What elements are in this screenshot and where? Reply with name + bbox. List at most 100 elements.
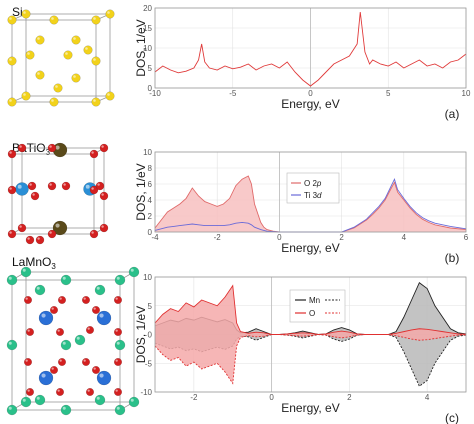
atom-highlight — [49, 183, 52, 186]
atom — [34, 284, 46, 296]
series-line-0 — [154, 11, 467, 87]
atom-highlight — [99, 373, 104, 378]
atom — [23, 295, 33, 305]
atom-highlight — [22, 268, 26, 272]
atom — [6, 339, 18, 351]
legend-box — [286, 172, 340, 204]
atom — [7, 15, 17, 25]
atom — [25, 327, 35, 337]
atom-highlight — [23, 93, 26, 96]
atom-highlight — [116, 276, 120, 280]
legend-entry: Mn — [309, 296, 320, 305]
atom-highlight — [27, 389, 30, 392]
y-tick-label: 15 — [143, 24, 152, 33]
atom — [91, 97, 101, 107]
atom — [113, 327, 123, 337]
atom-highlight — [97, 183, 100, 186]
si-crystal-structure-image — [7, 9, 115, 107]
atom — [47, 181, 57, 191]
legend-entry: O 2p — [304, 179, 322, 188]
atom-highlight — [29, 183, 32, 186]
x-axis-label: Energy, eV — [281, 401, 339, 415]
atom-highlight — [55, 145, 60, 150]
x-tick-label: 2 — [339, 233, 344, 242]
atom-highlight — [93, 58, 96, 61]
atom-highlight — [36, 286, 40, 290]
atom — [17, 143, 27, 153]
atom-highlight — [9, 187, 12, 190]
atom — [81, 357, 91, 367]
atom — [114, 274, 126, 286]
atom — [49, 15, 59, 25]
atom-highlight — [62, 341, 66, 345]
atom-highlight — [19, 225, 22, 228]
si-structure-label: Si — [12, 5, 23, 19]
atom — [34, 394, 46, 406]
y-axis-label: DOS, 1/eV — [134, 19, 148, 76]
y-tick-label: 10 — [143, 273, 152, 282]
legend-entry: Ti 3d — [304, 191, 322, 200]
atom-highlight — [49, 145, 52, 148]
atom-highlight — [91, 231, 94, 234]
atom — [105, 9, 115, 19]
atom — [47, 143, 57, 153]
x-tick-label: -2 — [214, 233, 222, 242]
x-tick-label: 0 — [308, 89, 313, 98]
atom — [99, 191, 109, 201]
atom — [38, 310, 54, 326]
series-area-1 — [155, 285, 466, 384]
atom-highlight — [59, 297, 62, 300]
atom — [60, 339, 72, 351]
panel-label: (a) — [445, 107, 460, 121]
atom — [95, 181, 105, 191]
y-tick-label: -5 — [145, 359, 153, 368]
atom-highlight — [59, 359, 62, 362]
atom-highlight — [41, 373, 46, 378]
atom-highlight — [85, 184, 90, 189]
y-tick-label: 4 — [148, 196, 153, 205]
atom — [53, 83, 63, 93]
plot-frame — [154, 151, 467, 233]
y-tick-label: 6 — [148, 180, 153, 189]
atom — [7, 56, 17, 66]
atom-highlight — [65, 52, 68, 55]
atom — [94, 284, 106, 296]
series-line-mirror-1 — [154, 334, 467, 385]
series-area-0 — [155, 176, 466, 232]
y-tick-label: 5 — [148, 302, 153, 311]
atom — [99, 223, 109, 233]
series-line-1 — [154, 177, 467, 233]
y-tick-label: 10 — [143, 44, 152, 53]
atom — [21, 91, 31, 101]
atom-highlight — [55, 223, 60, 228]
atom-highlight — [107, 11, 110, 14]
legend-entry: O — [309, 309, 315, 318]
y-tick-label: 10 — [143, 148, 152, 157]
atom-highlight — [83, 359, 86, 362]
atom — [55, 327, 65, 337]
series-line-1 — [154, 284, 467, 335]
atom — [105, 91, 115, 101]
atom-highlight — [76, 336, 80, 340]
atom-highlight — [37, 37, 40, 40]
atom — [20, 266, 32, 278]
x-tick-label: -5 — [229, 89, 237, 98]
x-tick-label: -2 — [190, 393, 198, 402]
atom-highlight — [130, 398, 134, 402]
x-tick-label: 4 — [402, 233, 407, 242]
atom — [89, 229, 99, 239]
atom-highlight — [93, 367, 96, 370]
atom-highlight — [116, 341, 120, 345]
x-tick-label: 10 — [462, 89, 471, 98]
legend: O 2p Ti 3d — [286, 172, 340, 204]
series-line-0 — [154, 175, 467, 233]
y-axis-label: DOS, 1/eV — [134, 163, 148, 220]
atom — [20, 396, 32, 408]
atom — [91, 305, 101, 315]
atom-highlight — [63, 183, 66, 186]
atom-highlight — [91, 151, 94, 154]
atom — [60, 274, 72, 286]
atom — [55, 387, 65, 397]
atom-highlight — [51, 99, 54, 102]
